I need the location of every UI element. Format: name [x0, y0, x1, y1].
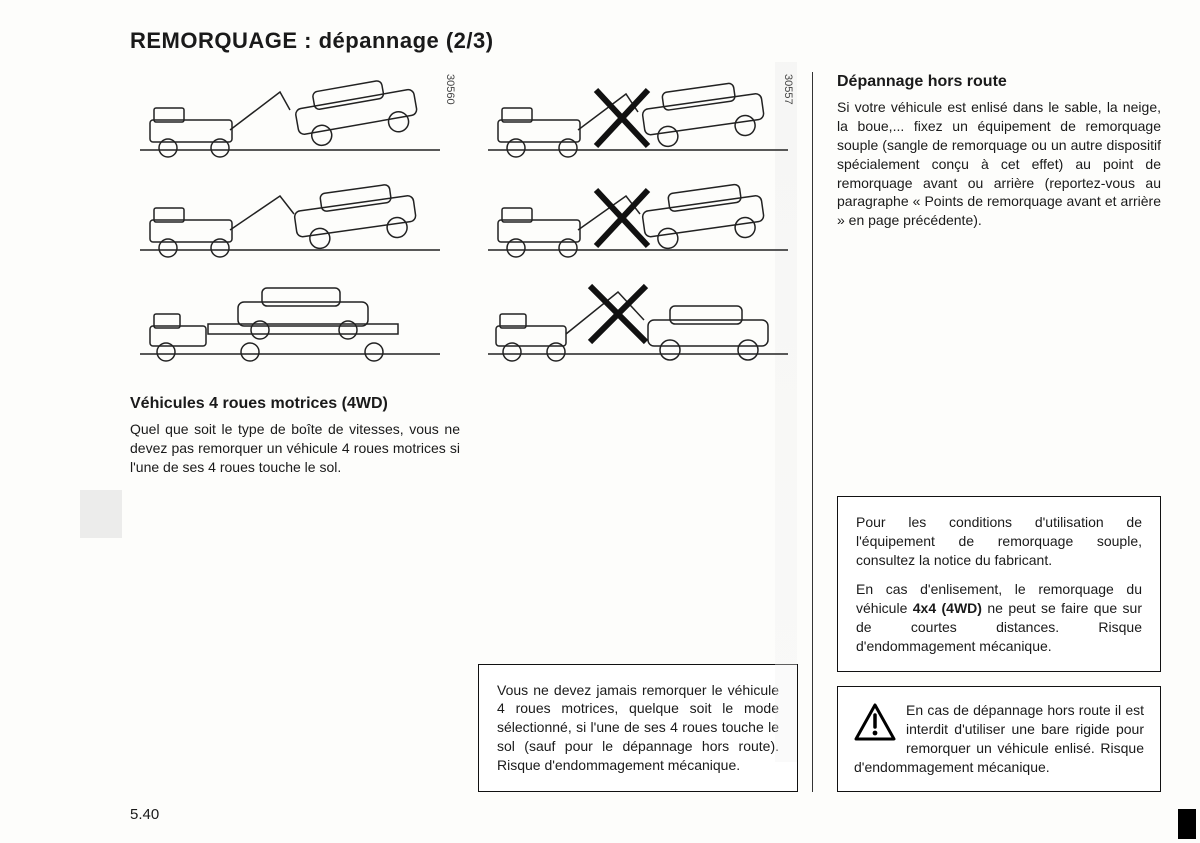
- mid-note-box: Vous ne devez jamais remorquer le véhicu…: [478, 664, 798, 792]
- page-title: REMORQUAGE : dépannage (2/3): [130, 28, 1160, 54]
- page-corner-tab: [1178, 809, 1196, 839]
- mid-note-text: Vous ne devez jamais remorquer le véhicu…: [497, 681, 779, 775]
- column-left: 30560: [130, 72, 460, 792]
- towing-forbidden-diagrams: 30557: [478, 72, 798, 372]
- scan-artifact-left: [80, 490, 122, 538]
- page-number: 5.40: [130, 806, 159, 823]
- warning-triangle-icon: [854, 703, 896, 741]
- towing-ok-svg: [130, 72, 450, 372]
- right-paragraph: Si votre véhicule est enlisé dans le sab…: [837, 98, 1161, 230]
- left-paragraph: Quel que soit le type de boîte de vitess…: [130, 420, 460, 477]
- figure-code-mid: 30557: [782, 74, 794, 105]
- towing-allowed-diagrams: 30560: [130, 72, 460, 372]
- left-subheading: Véhicules 4 roues motrices (4WD): [130, 394, 460, 414]
- right-note-1: Pour les conditions d'utilisation de l'é…: [856, 513, 1142, 570]
- right-subheading: Dépannage hors route: [837, 72, 1161, 92]
- towing-bad-svg: [478, 72, 798, 372]
- figure-code-left: 30560: [444, 74, 456, 105]
- right-note-2: En cas d'enlisement, le remorquage du vé…: [856, 580, 1142, 656]
- right-warning-text: En cas de dépannage hors route il est in…: [854, 702, 1144, 775]
- right-warning-box: En cas de dépannage hors route il est in…: [837, 686, 1161, 792]
- right-note-box: Pour les conditions d'utilisation de l'é…: [837, 496, 1161, 672]
- column-middle: 30557: [478, 72, 813, 792]
- column-right: Dépannage hors route Si votre véhicule e…: [831, 72, 1161, 792]
